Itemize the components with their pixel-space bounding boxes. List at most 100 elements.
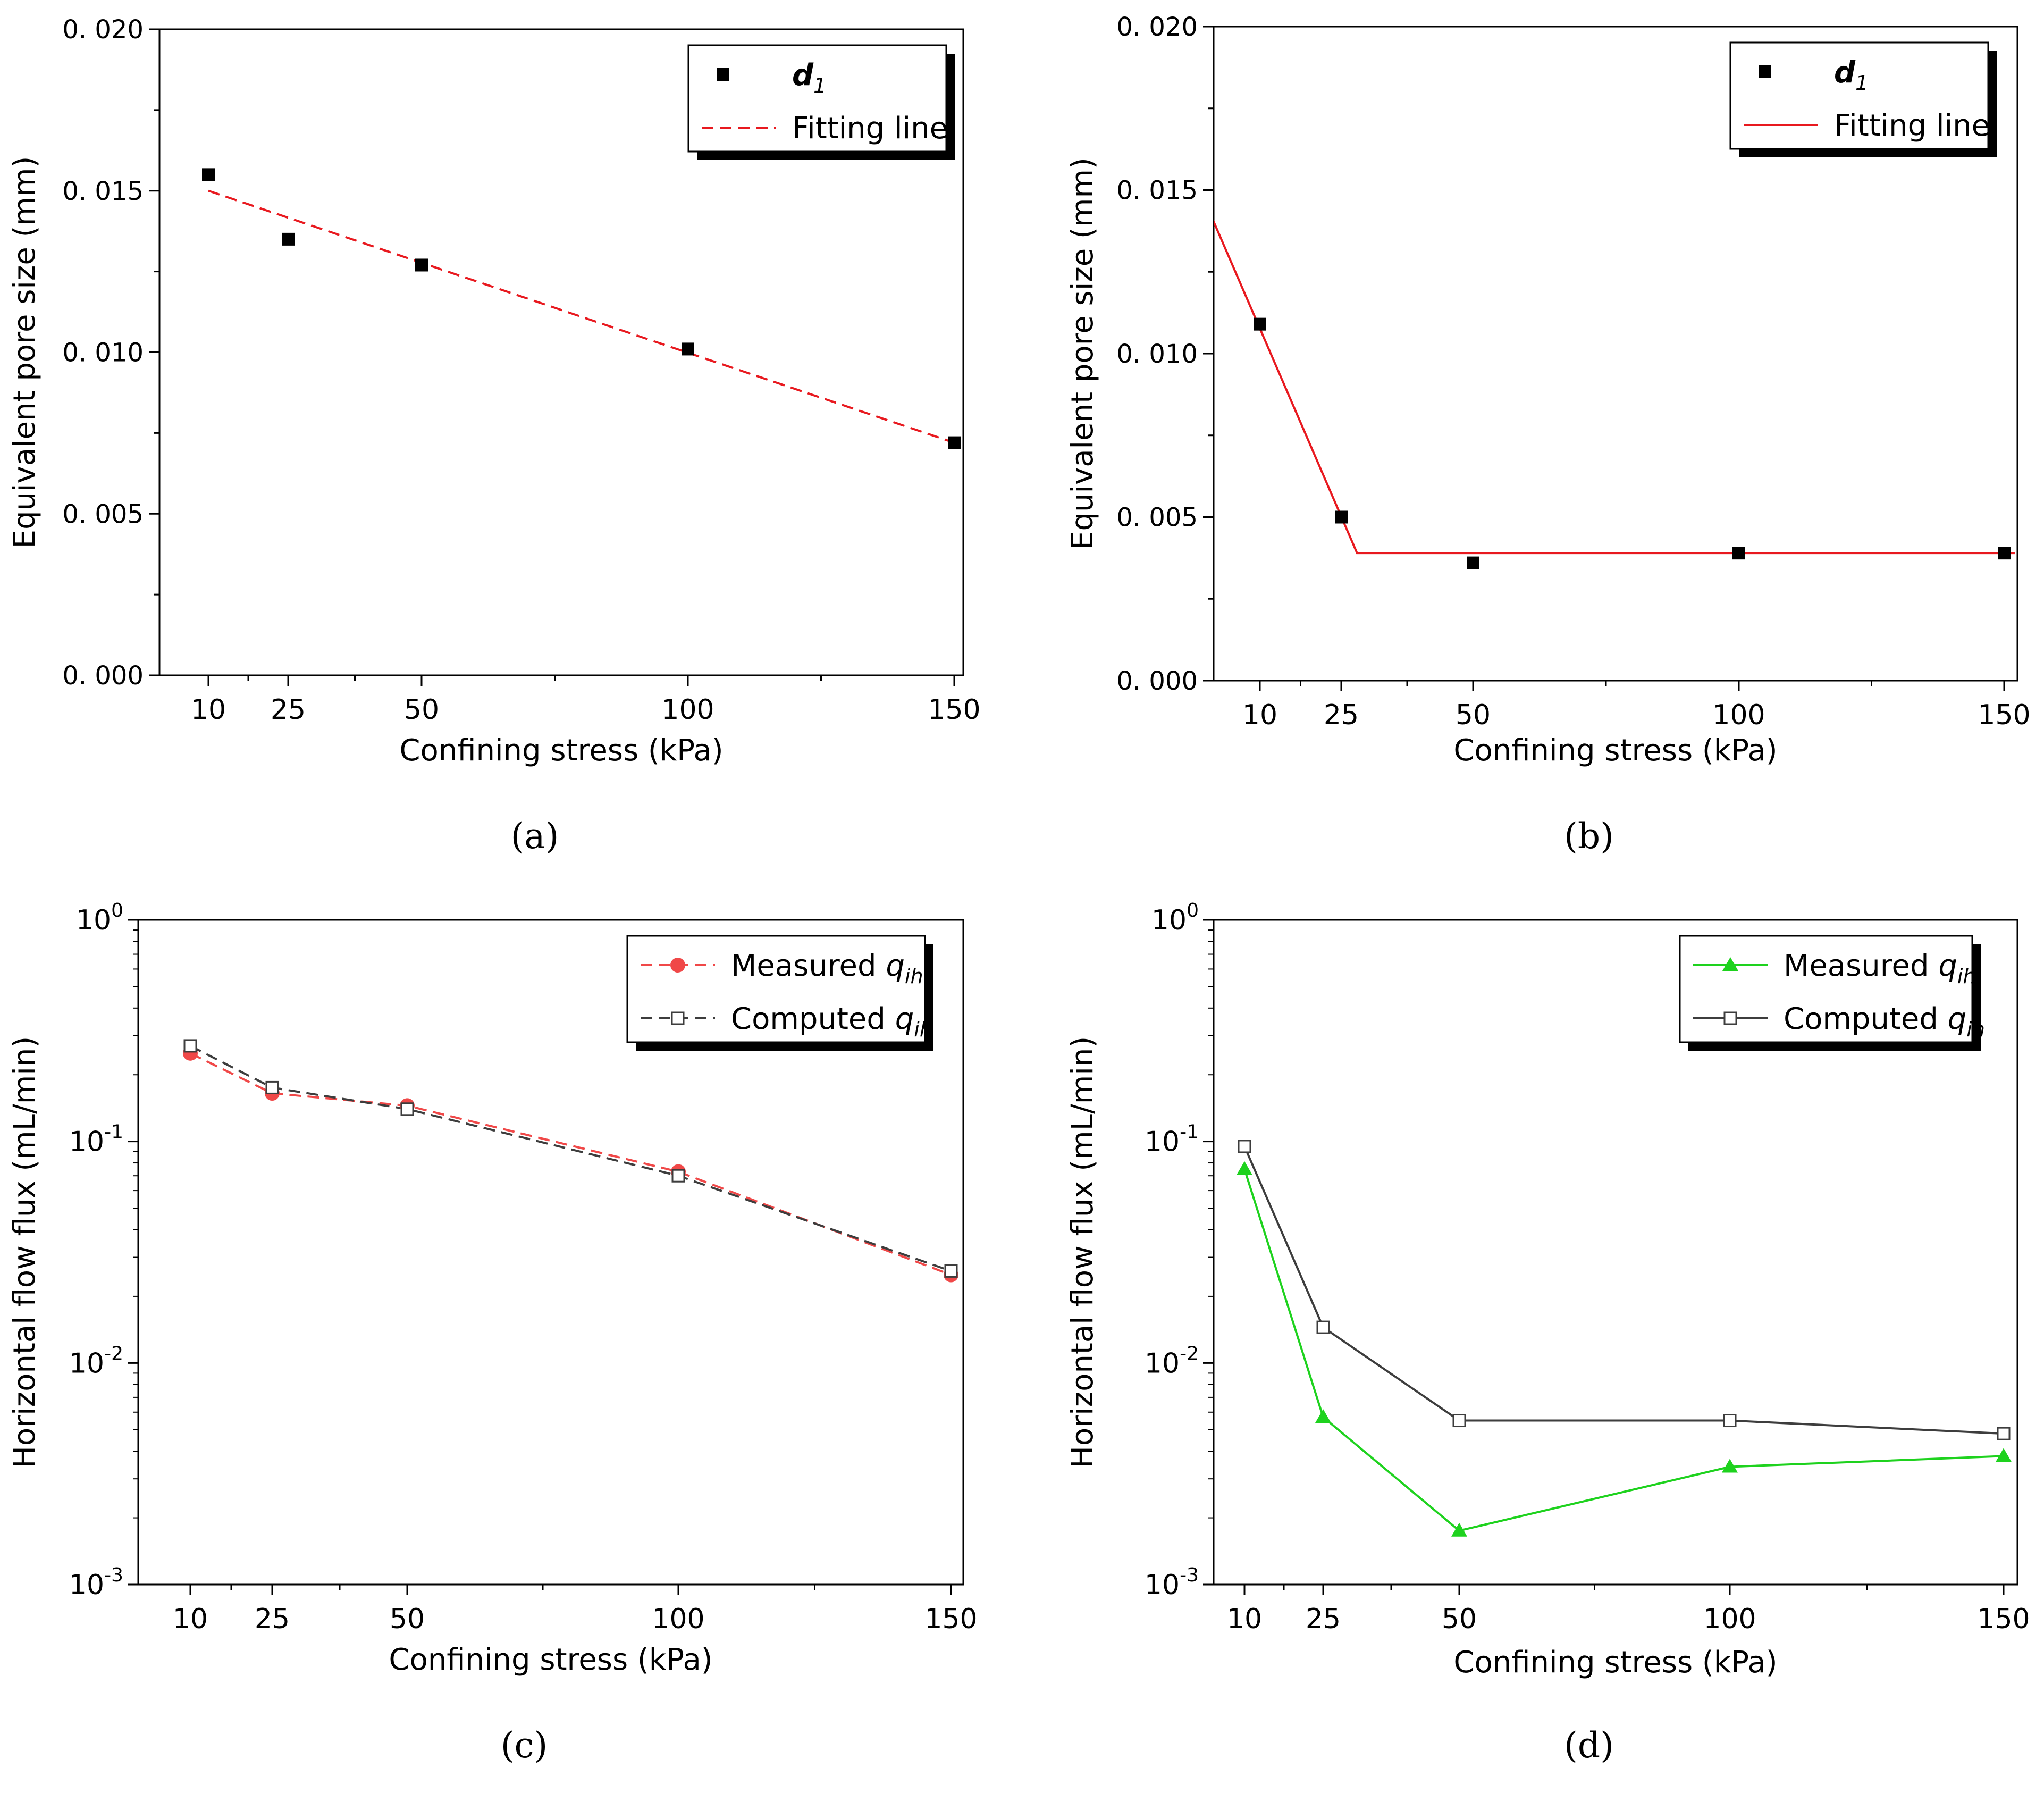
data-point [1452,1414,1466,1428]
legend: Measured qih Computed qih [626,935,933,1051]
y-tick-exponent: -3 [104,1564,123,1586]
legend: d1 Fitting line [1729,41,1997,157]
panel-label: (b) [1564,816,1614,857]
legend-label-text: Fitting line [792,111,948,146]
marker-layer [202,168,961,449]
x-tick-label: 50 [1456,699,1491,731]
legend-label-0: Measured qih [731,949,923,988]
x-tick-label: 25 [1306,1603,1341,1635]
y-tick-exponent: -3 [1180,1564,1199,1586]
legend-label-text: Fitting line [1834,108,1990,143]
plot-area [208,189,955,444]
y-tick-label: 0. 015 [62,177,144,206]
x-tick-label: 150 [928,694,980,726]
panel-label: (c) [501,1725,548,1766]
y-axis-title: Horizontal flow flux (mL/min) [1065,1036,1100,1469]
data-point [1723,1414,1737,1428]
data-point [183,1039,197,1053]
legend-label-text: d [1834,55,1856,90]
x-axis-title: Confining stress (kPa) [389,1643,712,1677]
chart-panel-b: 10 25 50 100 150 0. 000 0. 005 0. 010 0. 015 0. 0… [1065,12,2031,857]
legend-label-text: Computed [731,1002,895,1036]
legend: Measured qih Computed qih [1679,935,1985,1051]
series-line-1 [208,189,955,444]
legend-label-0: d1 [792,58,826,97]
data-point [948,436,961,449]
legend-marker-0 [670,958,685,973]
legend-label-1: Computed qih [731,1002,932,1041]
y-tick-label: 0. 010 [1116,339,1198,369]
y-tick-exponent: -1 [1180,1121,1199,1143]
y-axis-title: Equivalent pore size (mm) [1065,157,1100,550]
y-tick-label: 0. 015 [1116,176,1198,206]
y-axis-title: Horizontal flow flux (mL/min) [7,1036,42,1469]
marker-layer [183,1039,958,1283]
legend-label-0: Measured qih [1784,949,1976,988]
legend-label-subscript: 1 [1855,71,1868,95]
x-tick-label: 25 [271,694,306,726]
data-point [415,258,428,272]
y-tick-label: 10-2 [69,1343,123,1379]
data-point [1335,510,1348,524]
x-tick-label: 10 [173,1603,208,1635]
y-tick-exponent: -2 [104,1343,123,1364]
y-tick-label: 0. 000 [62,661,144,691]
data-point [1238,1140,1251,1153]
x-axis-title: Confining stress (kPa) [1453,1645,1777,1680]
panel-label: (a) [511,816,559,857]
y-tick-base: 10 [76,904,111,936]
legend-label-q: q [1948,1002,1967,1036]
marker-layer [1237,1140,2012,1537]
legend-label-1: Fitting line [792,111,948,146]
legend-label-subscript: ih [1966,1018,1985,1041]
data-point [282,232,295,246]
y-tick-label: 10-2 [1145,1343,1199,1379]
x-tick-label: 100 [1712,699,1765,731]
y-tick-label: 0. 000 [1116,666,1198,696]
legend-label-0: d1 [1834,55,1868,95]
y-tick-label: 100 [76,900,123,936]
legend-label-text: Measured [731,949,886,983]
data-point [1997,1427,2011,1440]
chart-panel-a: 10 25 50 100 150 0. 000 0. 005 0. 010 0. 015 0. 0… [7,15,981,857]
x-tick-label: 100 [652,1603,704,1635]
legend-label-subscript: ih [1957,965,1976,988]
legend-label-subscript: ih [914,1018,932,1041]
data-point [944,1264,958,1278]
legend-marker-0 [717,68,729,81]
legend-marker-1 [1723,1011,1737,1025]
x-tick-label: 10 [1242,699,1277,731]
legend-label-text: d [792,58,814,93]
y-tick-label: 0. 010 [62,338,144,368]
y-tick-label: 0. 020 [62,15,144,45]
legend-label-1: Computed qih [1784,1002,1985,1041]
x-axis-title: Confining stress (kPa) [1453,733,1777,768]
data-point [1237,1161,1252,1175]
y-tick-exponent: -1 [104,1121,123,1143]
y-tick-label: 10-1 [69,1121,123,1158]
data-point [1732,547,1745,560]
y-tick-label: 100 [1151,900,1199,936]
legend-label-subscript: 1 [813,74,826,97]
legend: d1 Fitting line [687,44,955,160]
legend-label-q: q [1938,949,1957,983]
series-line-1 [190,1045,952,1272]
data-point [1722,1459,1738,1473]
panel-label: (d) [1564,1725,1614,1766]
legend-label-1: Fitting line [1834,108,1990,143]
x-tick-label: 100 [1703,1603,1756,1635]
data-point [400,1102,414,1116]
x-tick-label: 10 [1227,1603,1262,1635]
y-tick-base: 10 [69,1126,104,1158]
x-tick-label: 100 [661,694,714,726]
y-tick-base: 10 [1145,1569,1180,1601]
legend-box [687,44,947,153]
x-tick-label: 150 [924,1603,977,1635]
y-tick-label: 0. 005 [62,499,144,529]
x-tick-label: 150 [1978,699,2030,731]
y-tick-base: 10 [1151,904,1187,936]
y-tick-label: 0. 020 [1116,12,1198,42]
data-point [682,342,694,356]
